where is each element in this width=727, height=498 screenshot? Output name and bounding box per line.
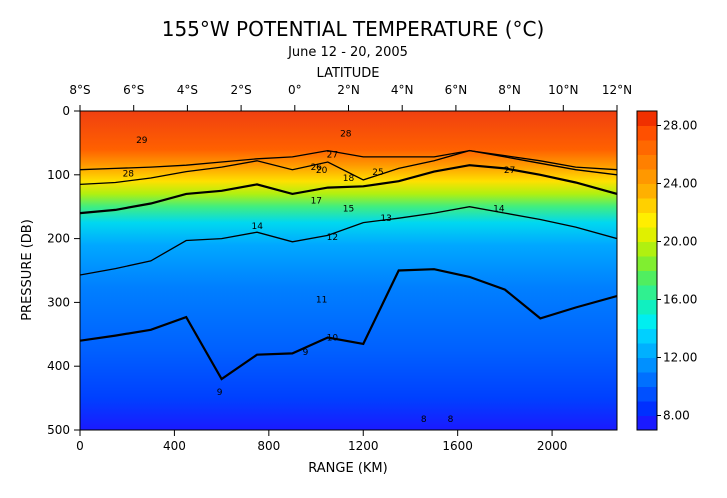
x-tick-label: 2000 (537, 439, 568, 453)
colorbar-tick-label: 16.00 (663, 293, 697, 307)
top-tick-label: 4°S (177, 83, 198, 97)
colorbar-band (637, 111, 657, 126)
contour-label: 25 (372, 168, 383, 178)
chart-subtitle: June 12 - 20, 2005 (287, 45, 408, 60)
isotherm-28 (80, 149, 617, 171)
colorbar-tick-label: 28.00 (663, 119, 697, 133)
colorbar-band (637, 198, 657, 213)
contour-label: 8 (448, 415, 454, 425)
y-tick-label: 0 (62, 104, 70, 118)
colorbar-band (637, 256, 657, 271)
contour-label: 28 (340, 130, 352, 140)
x-tick-label: 0 (76, 439, 84, 453)
contour-label: 18 (343, 174, 355, 184)
contour-label: 26 (311, 163, 323, 173)
colorbar-band (637, 140, 657, 155)
colorbar-tick-label: 20.00 (663, 235, 697, 249)
colorbar-band (637, 314, 657, 329)
top-axis-label: LATITUDE (317, 66, 380, 81)
colorbar-band (637, 299, 657, 315)
top-tick-label: 0° (288, 83, 302, 97)
top-tick-label: 10°N (548, 83, 578, 97)
contour-label: 8 (421, 415, 427, 425)
isotherms (80, 149, 617, 381)
top-tick-label: 8°N (498, 83, 521, 97)
contour-label: 28 (123, 169, 135, 179)
colorbar: 8.00 12.00 16.00 20.00 24.00 28.00 (636, 110, 697, 431)
y-axis-title: PRESSURE (DB) (20, 219, 35, 321)
colorbar-band (637, 401, 657, 416)
colorbar-frame (636, 110, 658, 431)
y-tick-label: 200 (47, 232, 70, 246)
axes: 0 400 800 1200 1600 2000 0 100 200 300 400 500 8°S 6°… (47, 83, 632, 453)
x-tick-label: 1200 (348, 439, 379, 453)
contour-label: 12 (327, 233, 338, 243)
colorbar-band (637, 372, 657, 387)
contour-label: 9 (217, 388, 223, 398)
colorbar-band (637, 328, 657, 344)
colorbar-tick-label: 8.00 (663, 409, 690, 423)
colorbar-band (637, 227, 657, 242)
field-background (80, 111, 617, 430)
contour-label: 13 (380, 214, 391, 224)
colorbar-band (637, 125, 657, 141)
x-tick-label: 800 (257, 439, 280, 453)
top-tick-label: 6°S (123, 83, 144, 97)
isotherm-10 (80, 268, 617, 381)
y-tick-label: 500 (47, 423, 70, 437)
contour-label: 9 (303, 348, 309, 358)
top-tick-label: 4°N (391, 83, 414, 97)
colorbar-band (637, 285, 657, 300)
isotherm-20 (80, 164, 617, 215)
contour-label: 17 (311, 197, 322, 207)
contour-label: 10 (327, 334, 339, 344)
colorbar-band (637, 270, 657, 286)
y-tick-label: 100 (47, 168, 70, 182)
x-axis-title: RANGE (KM) (308, 461, 387, 476)
top-tick-label: 2°N (337, 83, 360, 97)
top-tick-label: 6°N (445, 83, 468, 97)
isotherm-14 (80, 206, 617, 276)
top-tick-label: 2°S (230, 83, 251, 97)
colorbar-band (637, 386, 657, 402)
x-tick-label: 1600 (442, 439, 473, 453)
y-tick-label: 400 (47, 359, 70, 373)
contour-label: 14 (251, 222, 263, 232)
x-tick-label: 400 (163, 439, 186, 453)
colorbar-band (637, 212, 657, 228)
contour-label: 11 (316, 295, 327, 305)
colorbar-band (637, 343, 657, 358)
chart-title: 155°W POTENTIAL TEMPERATURE (°C) (162, 17, 545, 41)
contour-label: 15 (343, 205, 354, 215)
colorbar-tick-label: 12.00 (663, 351, 697, 365)
colorbar-band (637, 415, 657, 431)
colorbar-band (637, 241, 657, 257)
colorbar-band (637, 169, 657, 184)
temperature-field (80, 111, 617, 430)
colorbar-band (637, 154, 657, 170)
top-tick-label: 8°S (69, 83, 90, 97)
contour-label: 27 (327, 150, 338, 160)
contour-label: 14 (493, 205, 505, 215)
contour-label: 27 (504, 166, 515, 176)
isotherm-26 (80, 149, 617, 186)
colorbar-tick-label: 24.00 (663, 177, 697, 191)
contour-label: 29 (136, 136, 148, 146)
colorbar-band (637, 183, 657, 199)
contour-label: 20 (316, 166, 328, 176)
y-tick-label: 300 (47, 295, 70, 309)
top-tick-label: 12°N (602, 83, 632, 97)
colorbar-band (637, 357, 657, 373)
